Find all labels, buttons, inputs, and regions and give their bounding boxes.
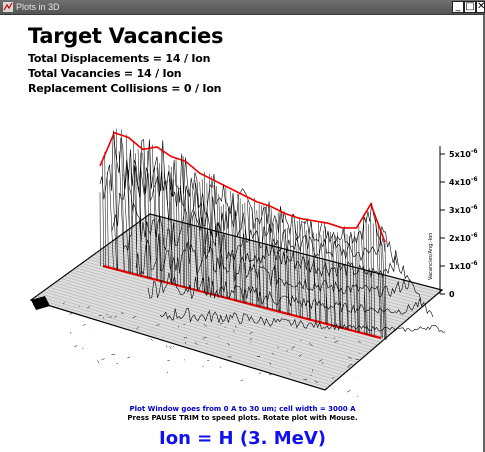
window-title: Plots in 3D xyxy=(16,2,60,12)
z-tick-label: 0 xyxy=(449,290,455,299)
total-displacements: Total Displacements = 14 / Ion xyxy=(28,52,211,65)
ion-label: Ion = H (3. MeV) xyxy=(159,428,326,449)
minimize-button[interactable]: _ xyxy=(452,1,464,13)
window-right-border xyxy=(483,15,485,452)
maximize-button[interactable]: □ xyxy=(464,1,476,13)
z-tick-label: 2x10-6 xyxy=(449,232,478,243)
replacement-collisions: Replacement Collisions = 0 / Ion xyxy=(28,82,222,95)
pause-trim-note: Press PAUSE TRIM to speed plots. Rotate … xyxy=(127,414,358,422)
plot-window-note: Plot Window goes from 0 A to 30 um; cell… xyxy=(129,405,356,413)
plot-wireframe xyxy=(63,128,446,397)
z-tick-label: 1x10-6 xyxy=(449,260,478,271)
z-tick-label: 5x10-6 xyxy=(449,148,478,159)
z-axis: 0 1x10-6 2x10-6 3x10-6 4x10-6 5x10-6 Vacancies… xyxy=(428,146,478,299)
page-title: Target Vacancies xyxy=(28,24,224,48)
z-tick-label: 4x10-6 xyxy=(449,176,478,187)
z-axis-label: Vacancies/Ang.-Ion xyxy=(428,233,434,280)
plot-envelope xyxy=(99,131,386,243)
z-tick-label: 3x10-6 xyxy=(449,204,478,215)
total-vacancies: Total Vacancies = 14 / Ion xyxy=(28,67,182,80)
trim-app-icon xyxy=(3,2,13,12)
